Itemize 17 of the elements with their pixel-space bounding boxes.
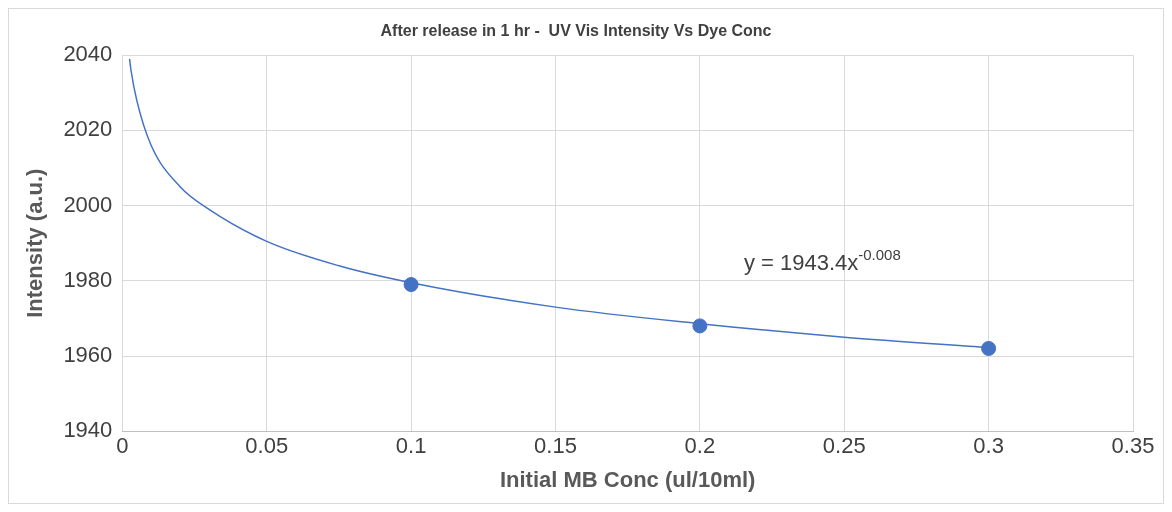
x-tick-label: 0.25 [822, 433, 866, 459]
y-tick-label: 2020 [63, 116, 113, 142]
x-tick-label: 0.15 [534, 433, 577, 459]
y-tick-label: 1980 [63, 266, 113, 292]
x-axis-title: Initial MB Conc (ul/10ml) [499, 466, 756, 492]
x-tick-label: 0 [116, 433, 129, 459]
x-tick-label: 0.3 [973, 433, 1004, 459]
y-tick-label: 2040 [63, 41, 113, 67]
chart-title: After release in 1 hr - UV Vis Intensity Vs Dye Conc [380, 22, 772, 40]
y-tick-label: 2000 [63, 191, 113, 217]
y-axis-title: Intensity (a.u.) [22, 168, 48, 318]
x-tick-label: 0.2 [684, 433, 716, 459]
x-tick-label: 0.1 [395, 433, 427, 459]
x-tick-label: 0.05 [245, 433, 289, 459]
y-tick-label: 1940 [63, 417, 113, 443]
x-tick-label: 0.35 [1111, 433, 1155, 459]
y-tick-label: 1960 [63, 342, 113, 368]
